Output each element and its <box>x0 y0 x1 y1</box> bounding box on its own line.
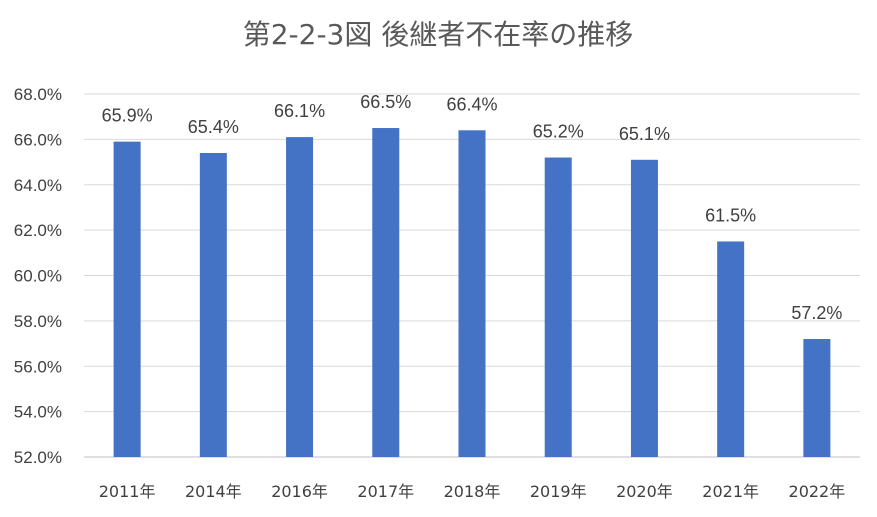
y-tick-label: 68.0% <box>14 85 62 104</box>
bar <box>199 152 227 458</box>
data-label: 66.4% <box>446 94 497 114</box>
bar <box>372 128 400 457</box>
data-label: 65.2% <box>533 122 584 142</box>
y-axis-ticks: 52.0% 54.0% 56.0% 58.0% 60.0% 62.0% 64.0% 66.0%… <box>14 85 62 467</box>
bar <box>803 339 831 457</box>
data-label: 66.5% <box>360 92 411 112</box>
y-tick-label: 56.0% <box>14 357 62 376</box>
x-tick-label: 2021年 <box>702 482 759 501</box>
data-labels: 65.9% 65.4% 66.1% 66.5% 66.4% 65.2% 65.1% 61.5%… <box>102 92 843 323</box>
y-tick-label: 54.0% <box>14 403 62 422</box>
x-tick-label: 2016年 <box>271 482 328 501</box>
x-tick-label: 2019年 <box>530 482 587 501</box>
bar <box>458 130 486 458</box>
y-tick-label: 66.0% <box>14 130 62 149</box>
bar <box>286 137 314 457</box>
y-tick-label: 58.0% <box>14 312 62 331</box>
y-tick-label: 64.0% <box>14 176 62 195</box>
x-tick-label: 2022年 <box>789 482 846 501</box>
data-label: 66.1% <box>274 101 325 121</box>
data-label: 65.4% <box>188 117 239 137</box>
data-label: 65.1% <box>619 124 670 144</box>
y-tick-label: 52.0% <box>14 448 62 467</box>
x-tick-label: 2011年 <box>99 482 156 501</box>
bar <box>544 157 572 457</box>
data-label: 57.2% <box>791 303 842 323</box>
data-label: 61.5% <box>705 205 756 225</box>
y-tick-label: 62.0% <box>14 221 62 240</box>
x-tick-label: 2017年 <box>357 482 414 501</box>
data-label: 65.9% <box>102 106 153 126</box>
y-tick-label: 60.0% <box>14 267 62 286</box>
bar <box>630 159 658 457</box>
x-tick-label: 2018年 <box>444 482 501 501</box>
bar <box>717 241 745 457</box>
chart-title: 第2-2-3図 後継者不在率の推移 <box>243 18 634 51</box>
bar <box>113 141 141 458</box>
bars <box>113 128 831 458</box>
x-tick-label: 2014年 <box>185 482 242 501</box>
x-axis-ticks: 2011年 2014年 2016年 2017年 2018年 2019年 2020年 2021年… <box>99 482 846 501</box>
x-tick-label: 2020年 <box>616 482 673 501</box>
